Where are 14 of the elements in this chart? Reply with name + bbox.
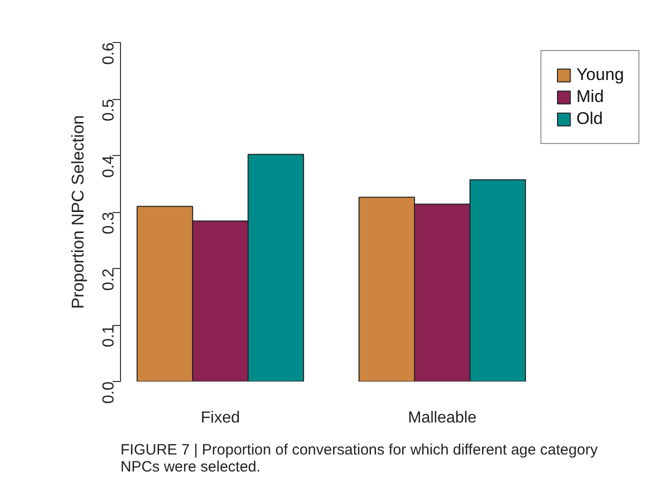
y-tick-label: 0.2 [100, 268, 118, 291]
x-tick-label: Fixed [200, 410, 240, 426]
y-axis-title: Proportion NPC Selection [68, 115, 88, 309]
y-tick-label: 0.5 [100, 98, 118, 122]
y-tick-label: 0.4 [100, 155, 118, 178]
x-tick-label: Malleable [408, 410, 477, 426]
y-tick-label: 0.0 [100, 381, 118, 404]
y-tick-label: 0.3 [100, 212, 118, 234]
caption: FIGURE 7 | Proportion of conversations for which different age category NPCs were selected. [120, 442, 598, 476]
y-tick-label: 0.1 [100, 324, 118, 348]
legend-label: Mid [576, 87, 604, 107]
y-tick-label: 0.6 [100, 42, 118, 65]
legend-label: Young [576, 65, 624, 85]
legend-label: Old [576, 109, 603, 129]
